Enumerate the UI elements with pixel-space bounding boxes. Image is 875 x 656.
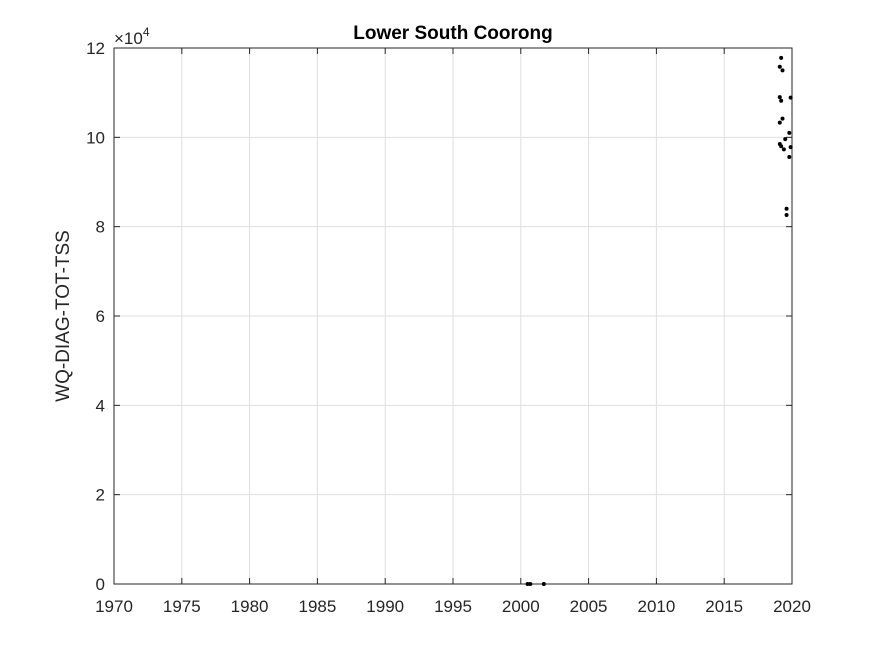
data-point	[784, 213, 789, 218]
y-axis-exponent-base: ×10	[114, 29, 143, 48]
x-tick-label: 1990	[366, 597, 404, 616]
x-tick-label: 2005	[570, 597, 608, 616]
x-tick-label: 1980	[231, 597, 269, 616]
data-point	[780, 116, 785, 121]
data-point	[779, 144, 784, 149]
y-axis-exponent: ×104	[114, 25, 150, 48]
x-tick-label: 2000	[502, 597, 540, 616]
data-point	[780, 68, 785, 73]
x-tick-label: 1985	[298, 597, 336, 616]
y-tick-label: 12	[86, 39, 105, 58]
x-tick-labels: 1970 1975 1980 1985 1990 1995 2000 2005 2010 2015…	[95, 597, 811, 616]
x-tick-label: 2015	[705, 597, 743, 616]
chart-title: Lower South Coorong	[353, 23, 552, 44]
y-axis-exponent-power: 4	[143, 25, 150, 39]
y-tick-label: 6	[96, 307, 105, 326]
data-point	[783, 137, 788, 142]
y-tick-label: 8	[96, 218, 105, 237]
data-point	[788, 95, 793, 100]
y-axis-label: WQ-DIAG-TOT-TSS	[53, 230, 74, 402]
data-point	[779, 98, 784, 103]
data-point	[779, 55, 784, 60]
scatter-points	[525, 55, 793, 586]
x-tick-label: 2010	[637, 597, 675, 616]
y-tick-labels: 0 2 4 6 8 10 12	[86, 39, 105, 594]
data-point	[777, 64, 782, 69]
y-tick-label: 10	[86, 128, 105, 147]
data-point	[528, 582, 533, 586]
data-point	[541, 582, 546, 586]
x-tick-label: 1970	[95, 597, 133, 616]
data-point	[781, 147, 786, 152]
y-tick-label: 4	[96, 396, 105, 415]
x-tick-label: 1995	[434, 597, 472, 616]
data-point	[777, 95, 782, 100]
data-point	[788, 145, 793, 150]
data-point	[787, 130, 792, 135]
tick-marks	[113, 47, 793, 585]
x-tick-label: 1975	[163, 597, 201, 616]
y-tick-label: 0	[96, 575, 105, 594]
data-point	[787, 154, 792, 159]
data-point	[777, 120, 782, 125]
data-point	[784, 206, 789, 211]
x-tick-label: 2020	[773, 597, 811, 616]
y-tick-label: 2	[96, 486, 105, 505]
